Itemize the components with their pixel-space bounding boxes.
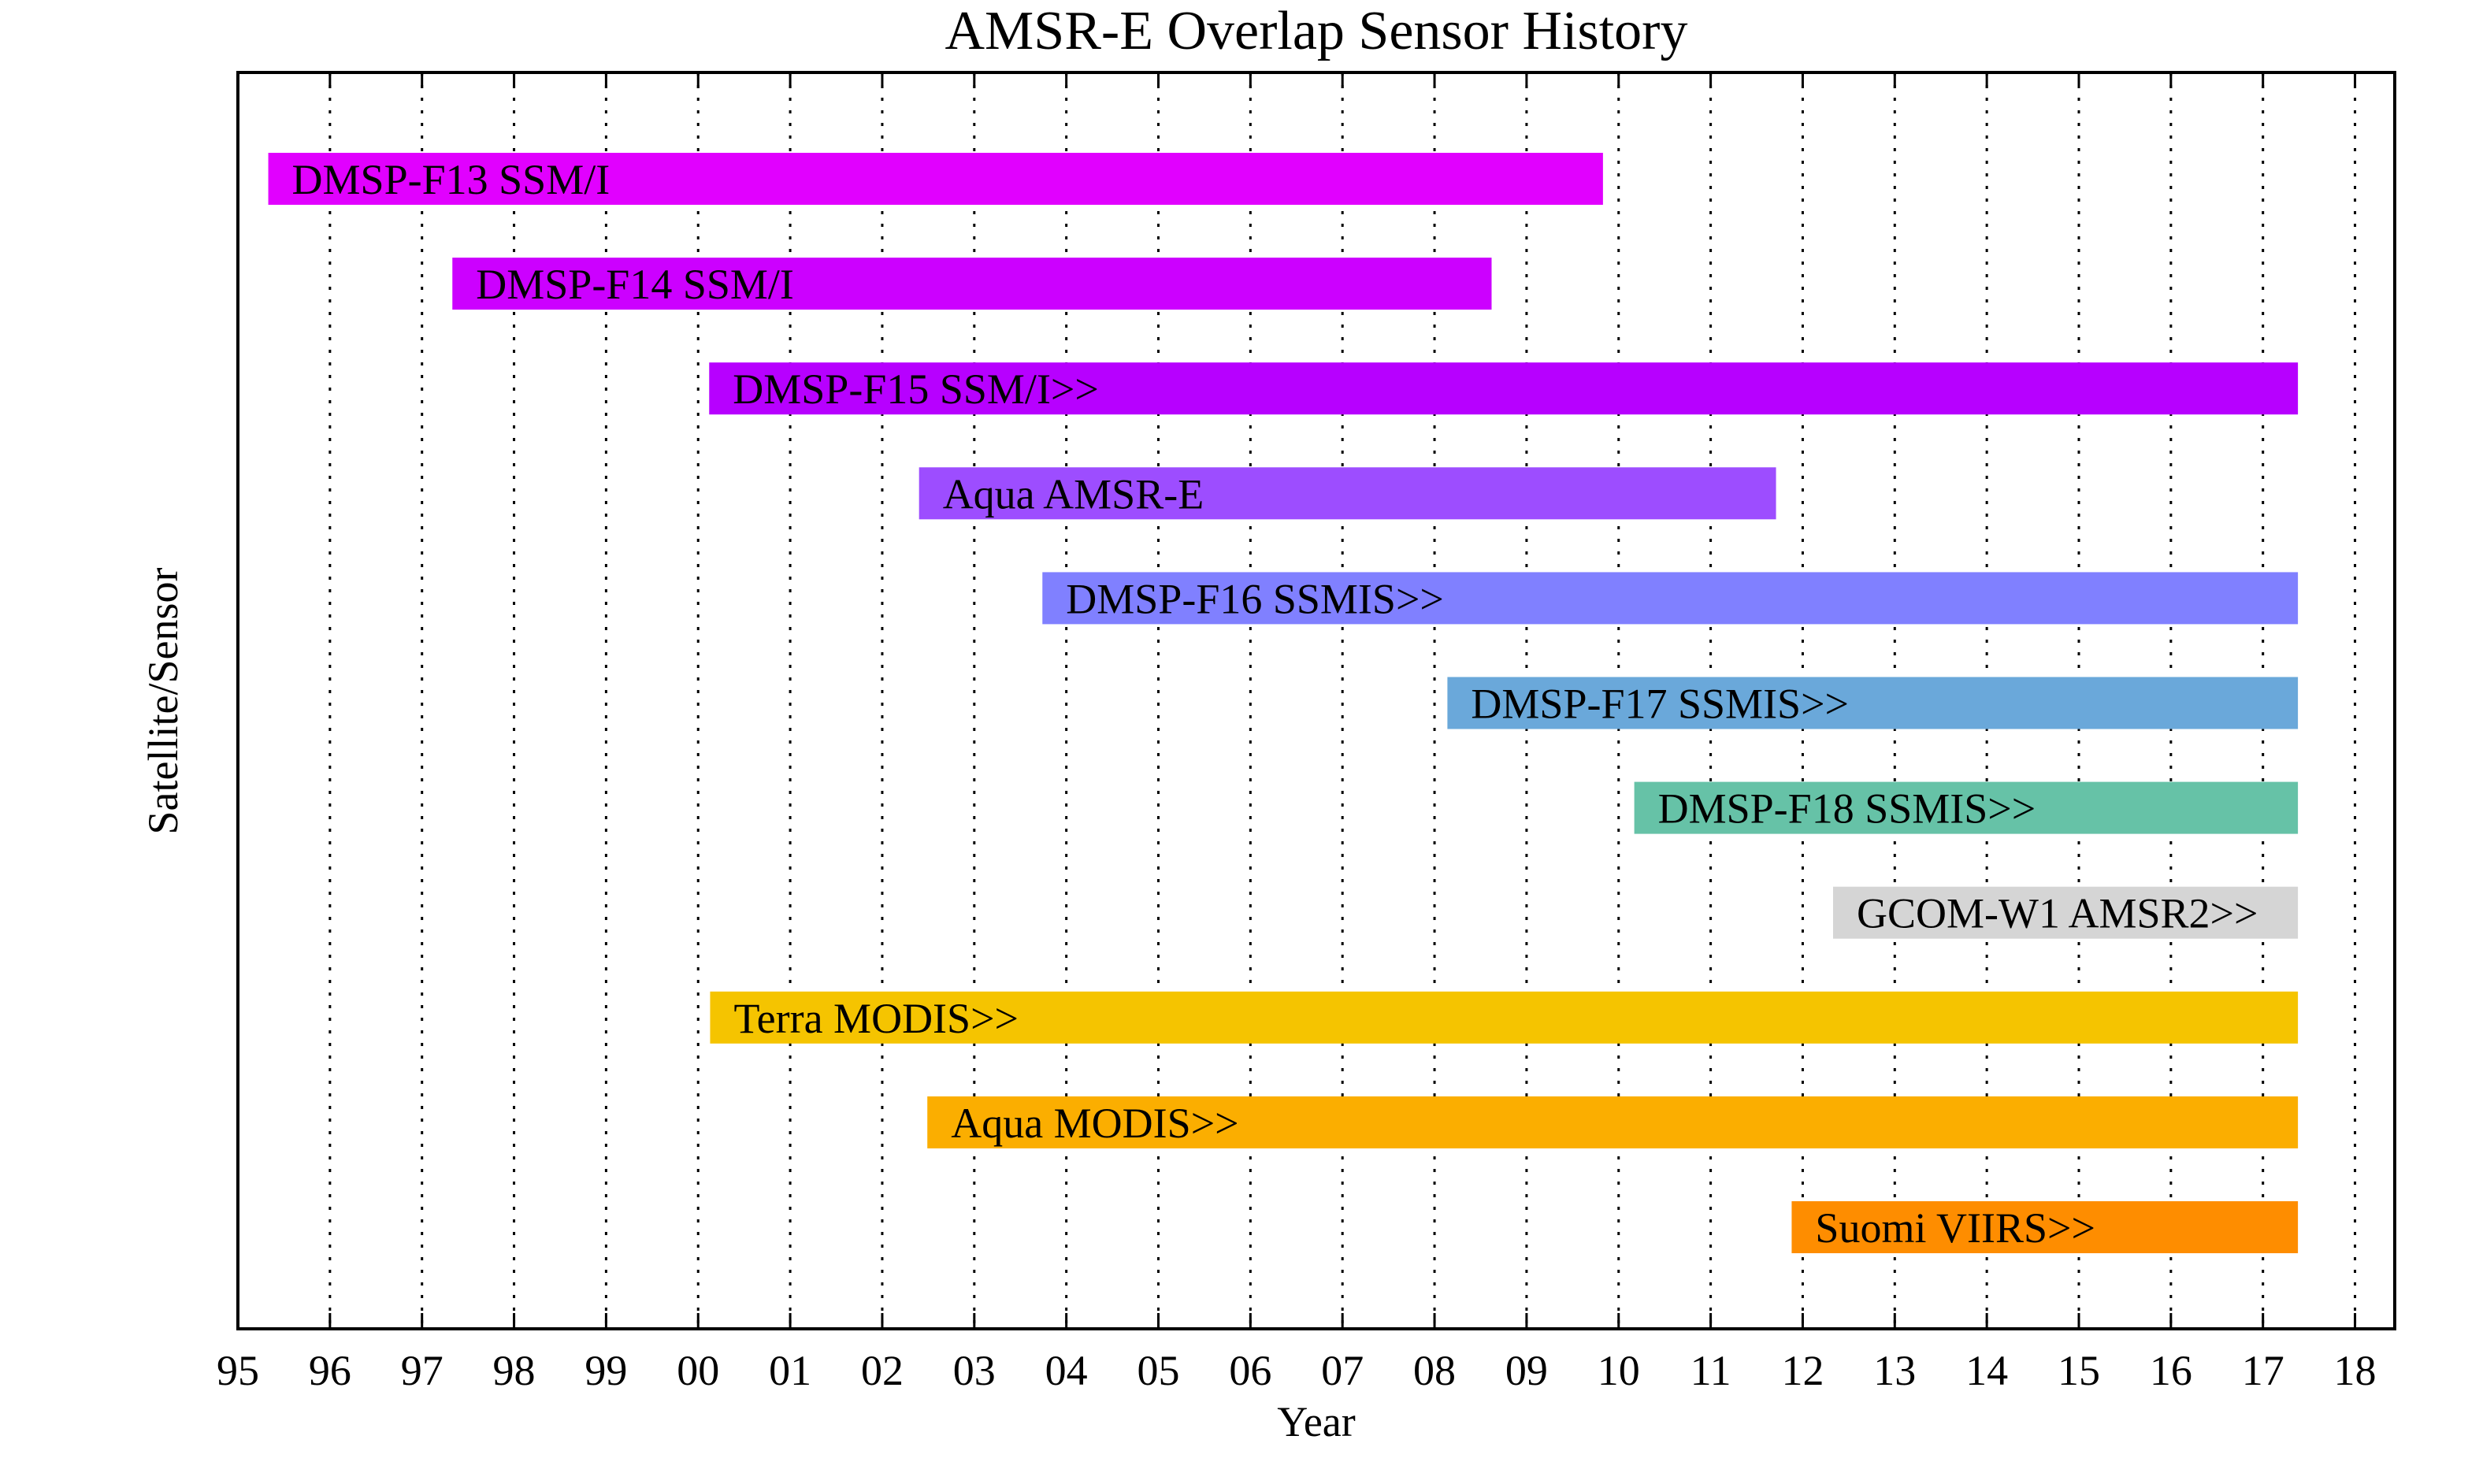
bar-label-terra-modis: Terra MODIS>>: [733, 995, 1019, 1042]
x-tick-label-15: 15: [2058, 1347, 2100, 1394]
chart-title: AMSR-E Overlap Sensor History: [945, 1, 1688, 61]
bar-dmsp-f15-ssm-i: [709, 362, 2299, 415]
bar-dmsp-f17-ssmis: [1447, 677, 2299, 729]
x-tick-label-11: 11: [1690, 1347, 1731, 1394]
bar-dmsp-f18-ssmis: [1634, 781, 2299, 834]
bar-label-aqua-amsr-e: Aqua AMSR-E: [943, 470, 1204, 518]
x-tick-label-07: 07: [1321, 1347, 1364, 1394]
bar-terra-modis: [710, 991, 2299, 1044]
x-tick-label-10: 10: [1598, 1347, 1640, 1394]
bar-label-dmsp-f18-ssmis: DMSP-F18 SSMIS>>: [1658, 785, 2036, 833]
bar-label-dmsp-f13-ssm-i: DMSP-F13 SSM/I: [292, 156, 611, 203]
x-tick-label-97: 97: [401, 1347, 443, 1394]
bar-dmsp-f14-ssm-i: [452, 258, 1492, 310]
x-tick-label-09: 09: [1505, 1347, 1548, 1394]
x-axis-ticks: 95 96 97 98 99 00 01 02 03 04 05 06 07 08 09 10 11 12 13 14…: [217, 72, 2377, 1394]
bar-aqua-modis: [927, 1096, 2299, 1148]
x-tick-label-01: 01: [769, 1347, 811, 1394]
bar-label-dmsp-f14-ssm-i: DMSP-F14 SSM/I: [476, 261, 794, 308]
bar-aqua-amsr-e: [919, 467, 1776, 520]
x-tick-label-04: 04: [1045, 1347, 1088, 1394]
x-tick-label-00: 00: [677, 1347, 719, 1394]
x-tick-label-05: 05: [1138, 1347, 1180, 1394]
x-tick-label-96: 96: [309, 1347, 351, 1394]
y-axis-label: Satellite/Sensor: [139, 568, 187, 835]
bar-label-dmsp-f17-ssmis: DMSP-F17 SSMIS>>: [1471, 681, 1849, 728]
x-tick-label-14: 14: [1965, 1347, 2008, 1394]
bar-label-dmsp-f16-ssmis: DMSP-F16 SSMIS>>: [1066, 575, 1444, 622]
plot-frame: [236, 71, 2396, 1330]
bar-label-dmsp-f15-ssm-i: DMSP-F15 SSM/I>>: [733, 365, 1099, 413]
x-axis-label: Year: [1277, 1398, 1356, 1445]
x-tick-label-99: 99: [585, 1347, 627, 1394]
bar-dmsp-f13-ssm-i: [268, 153, 1603, 205]
bar-dmsp-f16-ssmis: [1042, 572, 2299, 625]
x-tick-label-98: 98: [493, 1347, 536, 1394]
x-tick-label-03: 03: [953, 1347, 996, 1394]
x-tick-label-13: 13: [1873, 1347, 1916, 1394]
bar-suomi-viirs: [1791, 1201, 2299, 1253]
x-tick-label-16: 16: [2150, 1347, 2192, 1394]
bar-gcom-w1-amsr2: [1833, 886, 2299, 939]
bar-label-suomi-viirs: Suomi VIIRS>>: [1815, 1204, 2095, 1252]
x-tick-label-06: 06: [1229, 1347, 1271, 1394]
x-tick-label-08: 08: [1413, 1347, 1456, 1394]
bar-label-gcom-w1-amsr2: GCOM-W1 AMSR2>>: [1857, 890, 2258, 937]
bar-label-aqua-modis: Aqua MODIS>>: [951, 1100, 1238, 1147]
x-tick-label-17: 17: [2242, 1347, 2284, 1394]
bar-series: DMSP-F13 SSM/I DMSP-F14 SSM/I DMSP-F15 SSM…: [268, 153, 2299, 1253]
x-tick-label-12: 12: [1781, 1347, 1824, 1394]
x-tick-label-18: 18: [2334, 1347, 2377, 1394]
x-tick-label-95: 95: [217, 1347, 259, 1394]
x-tick-label-02: 02: [861, 1347, 904, 1394]
